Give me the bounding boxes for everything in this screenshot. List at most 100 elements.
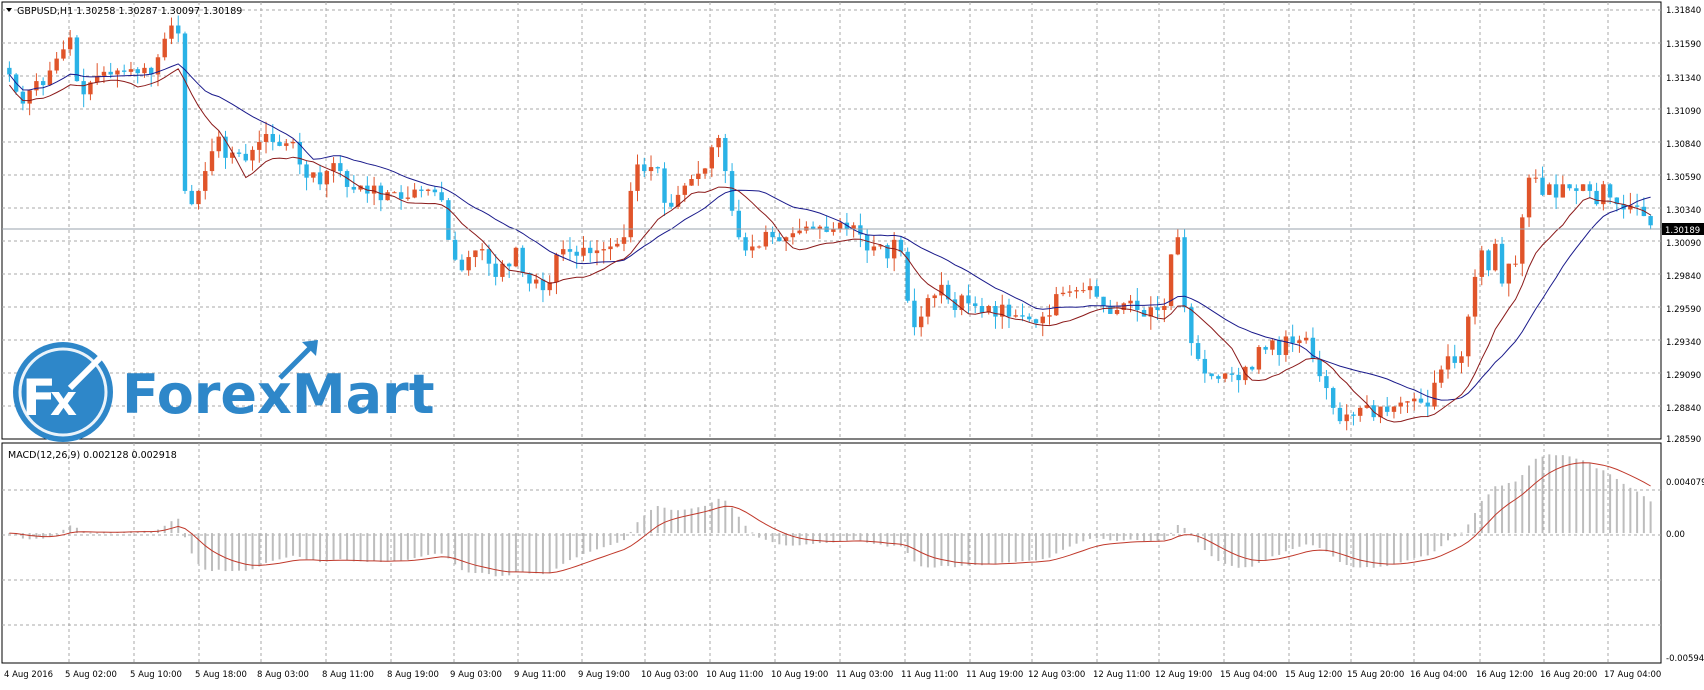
macd-bar: [413, 533, 416, 559]
macd-bar: [582, 533, 585, 554]
macd-bar: [501, 533, 504, 576]
candle-bull: [61, 49, 66, 59]
macd-bar: [292, 533, 295, 556]
macd-bar: [1156, 533, 1159, 541]
candle-bull: [561, 249, 566, 255]
time-tick: 15 Aug 20:00: [1347, 670, 1404, 680]
candle-bull: [290, 141, 296, 144]
candle-bear: [1189, 307, 1194, 344]
macd-bar: [1089, 533, 1092, 539]
macd-bar: [859, 533, 862, 541]
macd-bar: [1210, 533, 1213, 557]
macd-panel[interactable]: [1, 442, 1662, 664]
candle-bear: [1141, 309, 1147, 317]
time-tick: 10 Aug 11:00: [706, 670, 763, 680]
macd-bar: [96, 532, 99, 534]
candle-bear: [277, 141, 282, 146]
candle-bull: [142, 67, 147, 74]
candle-bear: [655, 167, 660, 169]
candle-bear: [1540, 177, 1545, 195]
forexmart-logo: F x ForexMart: [13, 340, 435, 442]
time-tick: 15 Aug 04:00: [1220, 670, 1277, 680]
macd-bar: [1197, 533, 1200, 543]
candle-bull: [831, 229, 836, 232]
macd-bar: [818, 533, 821, 544]
time-tick: 5 Aug 02:00: [65, 670, 117, 680]
candle-bear: [1006, 304, 1012, 317]
macd-bar: [812, 533, 815, 544]
time-tick: 16 Aug 04:00: [1410, 670, 1467, 680]
candle-bear: [419, 189, 424, 191]
candle-bear: [642, 164, 647, 172]
macd-bar: [1291, 533, 1294, 550]
macd-bar: [1379, 533, 1382, 567]
macd-bar: [751, 532, 754, 534]
candle-bull: [702, 168, 708, 174]
time-tick: 16 Aug 12:00: [1476, 670, 1533, 680]
macd-bar: [616, 533, 619, 543]
candle-bull: [392, 192, 397, 194]
macd-bar: [1521, 475, 1524, 534]
candle-bear: [1195, 343, 1201, 359]
candle-bear: [20, 91, 26, 104]
triangle-down-icon[interactable]: [6, 8, 12, 12]
candle-bear: [1486, 250, 1491, 271]
time-tick: 9 Aug 11:00: [514, 670, 566, 680]
candle-bear: [304, 164, 309, 178]
macd-bar: [555, 533, 558, 569]
candlestick-series: [7, 15, 1653, 431]
candle-bear: [176, 25, 181, 34]
price-tick: 1.31340: [1666, 74, 1701, 84]
macd-bar: [920, 533, 923, 567]
candle-bull: [709, 147, 714, 169]
candle-bull: [763, 231, 769, 247]
macd-bar: [1467, 524, 1470, 534]
macd-bar: [1568, 456, 1571, 534]
candle-bear: [351, 186, 357, 190]
macd-bar: [825, 533, 828, 543]
candle-bull: [1466, 316, 1471, 357]
time-axis[interactable]: 4 Aug 2016 5 Aug 02:00 5 Aug 10:00 5 Aug…: [4, 670, 1661, 680]
price-panel[interactable]: [1, 1, 1662, 440]
candle-bear: [486, 249, 492, 264]
candle-bull: [581, 247, 586, 256]
candle-bull: [817, 226, 823, 230]
candle-bear: [770, 231, 775, 238]
candle-bull: [601, 249, 606, 251]
macd-bar: [211, 533, 213, 572]
svg-text:F: F: [22, 369, 56, 427]
macd-bar: [1399, 533, 1402, 563]
macd-bar: [994, 533, 997, 565]
macd-bar: [217, 533, 220, 570]
macd-bar: [1359, 533, 1362, 568]
candle-bull: [1074, 290, 1079, 292]
candle-bear: [1027, 316, 1032, 320]
macd-bar: [170, 521, 173, 534]
candle-bull: [1162, 306, 1167, 310]
macd-bar: [562, 533, 565, 564]
macd-bar: [1440, 533, 1443, 547]
macd-bar: [663, 507, 666, 534]
candle-bull: [500, 263, 505, 277]
candle-bull: [689, 179, 694, 186]
macd-bar: [771, 533, 774, 543]
candle-bull: [648, 167, 654, 172]
macd-bar: [231, 533, 234, 571]
candle-bull: [1547, 184, 1552, 195]
macd-bar: [879, 533, 882, 545]
candle-bear: [885, 245, 890, 259]
macd-tick: -0.005945: [1666, 654, 1704, 664]
macd-bar: [440, 533, 443, 554]
macd-bar: [1305, 533, 1308, 545]
candle-bear: [344, 171, 350, 187]
candle-bull: [250, 149, 255, 161]
macd-bar: [1622, 483, 1625, 534]
candle-bull: [1445, 356, 1451, 370]
time-tick: 12 Aug 03:00: [1028, 670, 1085, 680]
macd-bar: [298, 533, 301, 557]
price-axis[interactable]: 1.31840 1.31590 1.31340 1.31090 1.30840 …: [1662, 6, 1704, 445]
macd-bar: [609, 533, 612, 545]
candle-bear: [1033, 319, 1039, 324]
